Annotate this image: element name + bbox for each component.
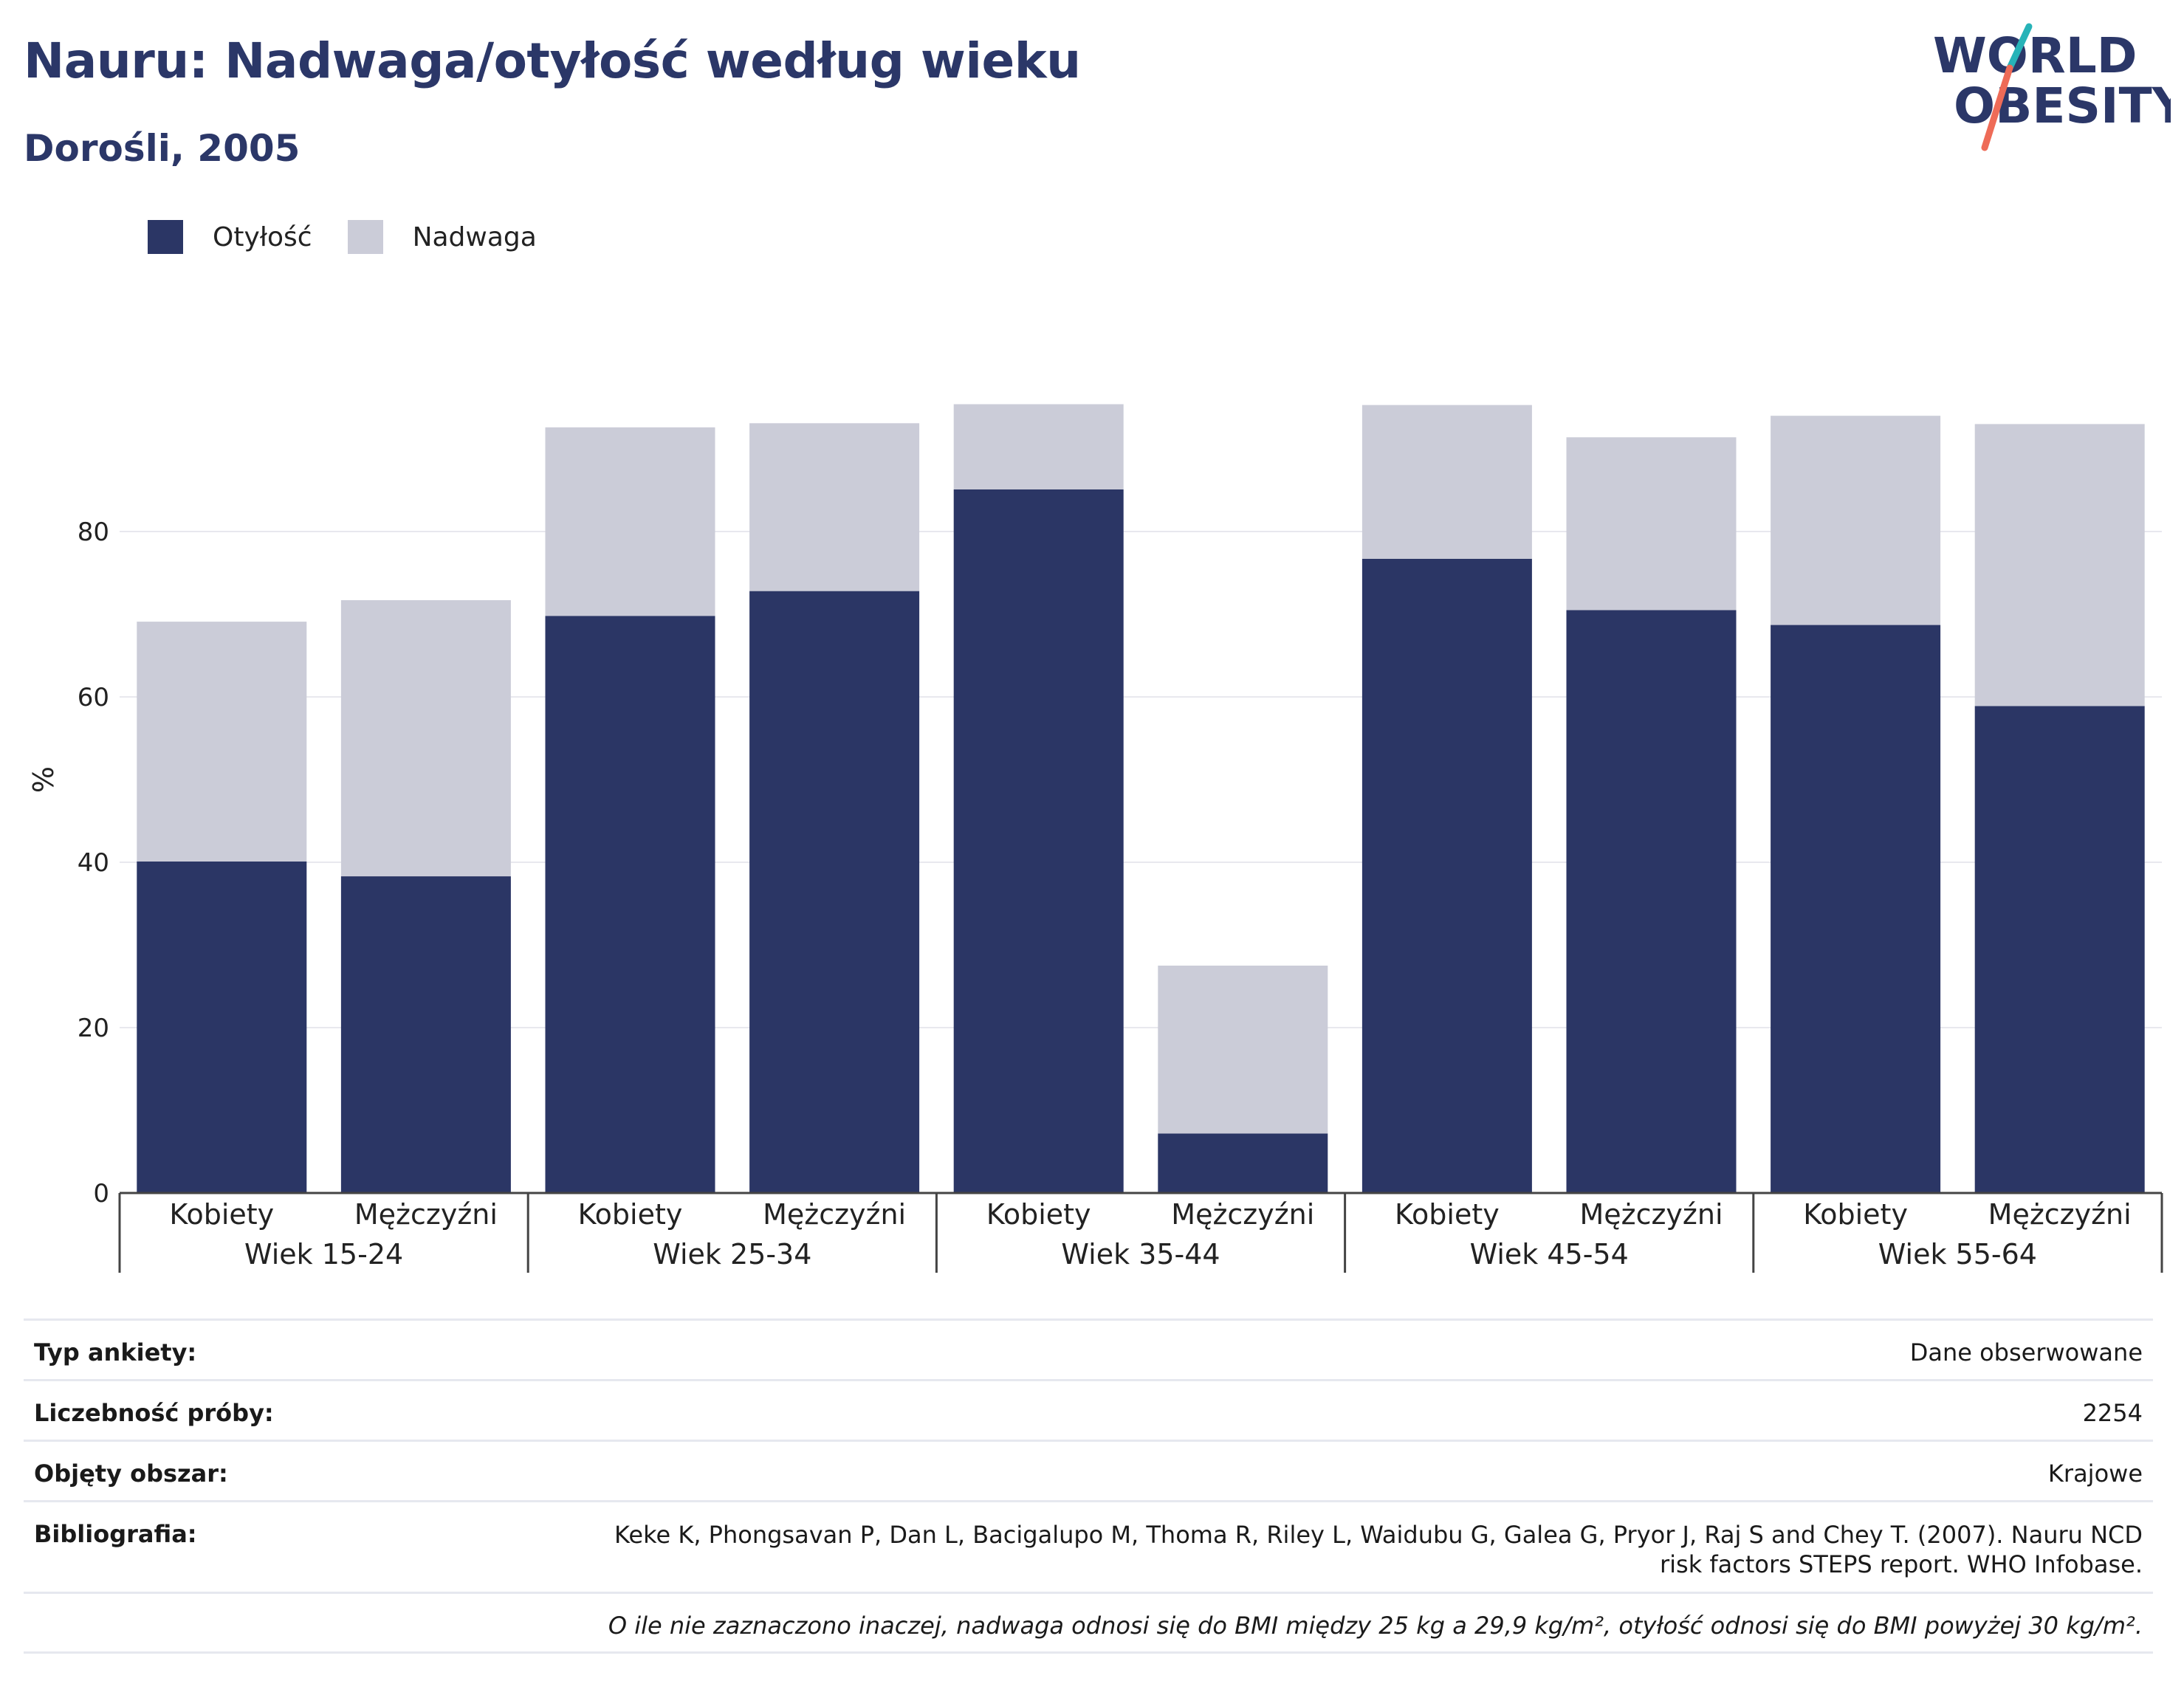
legend-item-obesity: Otyłość xyxy=(148,220,312,254)
x-group-label: Wiek 35-44 xyxy=(1061,1238,1220,1271)
meta-row-survey-type: Typ ankiety: Dane obserwowane xyxy=(24,1318,2153,1379)
legend-label-obesity: Otyłość xyxy=(213,221,312,252)
survey-info-table: Typ ankiety: Dane obserwowane Liczebność… xyxy=(24,1318,2153,1654)
x-subcategory-label: Mężczyźni xyxy=(1988,1198,2132,1231)
meta-value: 2254 xyxy=(2082,1399,2143,1427)
x-group-label: Wiek 45-54 xyxy=(1470,1238,1629,1271)
meta-row-sample-size: Liczebność próby: 2254 xyxy=(24,1379,2153,1440)
y-axis-label: % xyxy=(27,766,60,793)
x-subcategory-label: Kobiety xyxy=(986,1198,1091,1231)
logo-slash-teal xyxy=(2006,23,2033,72)
x-subcategory-label: Mężczyźni xyxy=(1579,1198,1723,1231)
stacked-bar-chart: 0 20 40 60 80% Kobiety Mężczyźni Kobiety Mężczyź… xyxy=(27,404,2163,1273)
x-subcategory-label: Mężczyźni xyxy=(1171,1198,1314,1231)
bar-segment-overweight xyxy=(1771,416,1941,625)
logo-text-line1: WORLD xyxy=(1933,27,2137,84)
y-tick-label: 20 xyxy=(78,1014,109,1043)
bar-segment-overweight xyxy=(1361,405,1532,559)
x-subcategory-label: Mężczyźni xyxy=(763,1198,906,1231)
meta-value: Krajowe xyxy=(2047,1460,2143,1488)
logo-slash-coral xyxy=(1981,64,2013,151)
bar-segment-obesity xyxy=(545,616,715,1193)
legend-item-overweight: Nadwaga xyxy=(347,220,537,254)
meta-key: Typ ankiety: xyxy=(34,1338,197,1366)
x-subcategory-label: Kobiety xyxy=(1803,1198,1908,1231)
bar-segment-obesity xyxy=(1566,610,1737,1193)
meta-key: Bibliografia: xyxy=(34,1520,197,1548)
bar-segment-obesity xyxy=(953,489,1124,1193)
bar-segment-overweight xyxy=(1158,966,1328,1134)
meta-row-area-covered: Objęty obszar: Krajowe xyxy=(24,1440,2153,1500)
x-subcategory-label: Kobiety xyxy=(169,1198,274,1231)
bar-segment-obesity xyxy=(1361,558,1532,1193)
bar-segment-obesity xyxy=(1158,1133,1328,1193)
bar-segment-overweight xyxy=(1974,424,2145,706)
definition-note: O ile nie zaznaczono inaczej, nadwaga od… xyxy=(608,1612,2143,1640)
bar-segment-overweight xyxy=(340,599,511,877)
meta-value: Dane obserwowane xyxy=(1909,1338,2143,1366)
meta-key: Objęty obszar: xyxy=(34,1460,228,1488)
page-title: Nauru: Nadwaga/otyłość według wieku xyxy=(24,32,1081,89)
y-tick-label: 40 xyxy=(78,848,109,878)
page-subtitle: Dorośli, 2005 xyxy=(24,127,301,170)
bar-segment-obesity xyxy=(137,861,307,1193)
bar-segment-overweight xyxy=(1566,437,1737,611)
x-subcategory-label: Mężczyźni xyxy=(354,1198,498,1231)
legend-swatch-obesity xyxy=(148,220,183,254)
y-tick-label: 60 xyxy=(78,683,109,712)
meta-key: Liczebność próby: xyxy=(34,1399,274,1427)
world-obesity-logo: WORLD OBESITY xyxy=(1933,23,2171,151)
meta-value: Keke K, Phongsavan P, Dan L, Bacigalupo … xyxy=(614,1521,2143,1578)
chart-legend: Otyłość Nadwaga xyxy=(148,220,572,254)
x-group-label: Wiek 25-34 xyxy=(653,1238,811,1271)
y-tick-label: 0 xyxy=(93,1179,109,1208)
x-subcategory-label: Kobiety xyxy=(578,1198,683,1231)
bar-segment-obesity xyxy=(1974,706,2145,1193)
bar-segment-obesity xyxy=(749,591,920,1193)
bar-segment-overweight xyxy=(137,622,307,862)
x-subcategory-label: Kobiety xyxy=(1395,1198,1500,1231)
x-group-label: Wiek 55-64 xyxy=(1878,1238,2037,1271)
x-group-label: Wiek 15-24 xyxy=(244,1238,403,1271)
bar-segment-obesity xyxy=(1771,625,1941,1193)
meta-row-definition-note: O ile nie zaznaczono inaczej, nadwaga od… xyxy=(24,1592,2153,1654)
meta-row-bibliography: Bibliografia: Keke K, Phongsavan P, Dan … xyxy=(24,1500,2153,1592)
bar-segment-obesity xyxy=(340,876,511,1193)
legend-label-overweight: Nadwaga xyxy=(412,221,537,252)
bar-segment-overweight xyxy=(749,423,920,591)
legend-swatch-overweight xyxy=(347,220,383,254)
y-tick-label: 80 xyxy=(78,518,109,547)
bar-segment-overweight xyxy=(953,404,1124,489)
bar-segment-overweight xyxy=(545,427,715,616)
